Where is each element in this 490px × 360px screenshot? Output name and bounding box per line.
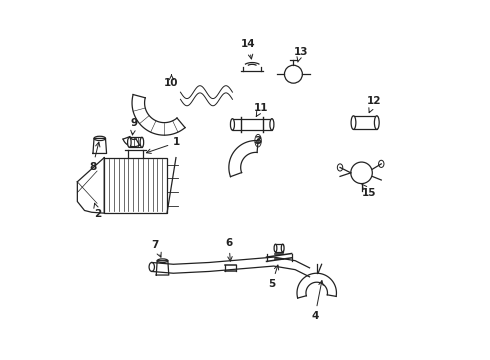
Text: 12: 12 <box>367 96 381 113</box>
Ellipse shape <box>281 244 284 252</box>
Text: 4: 4 <box>311 280 323 321</box>
Text: 1: 1 <box>147 138 180 153</box>
Text: 15: 15 <box>362 184 376 198</box>
Text: 2: 2 <box>94 203 101 219</box>
Ellipse shape <box>270 119 274 130</box>
Text: 7: 7 <box>152 239 161 257</box>
Bar <box>275 244 283 252</box>
Ellipse shape <box>374 116 379 130</box>
Bar <box>353 116 377 130</box>
Ellipse shape <box>140 137 144 147</box>
Text: 11: 11 <box>254 103 269 116</box>
Ellipse shape <box>230 119 234 130</box>
Bar <box>104 158 167 213</box>
Ellipse shape <box>274 244 277 252</box>
Ellipse shape <box>127 137 131 147</box>
Text: 9: 9 <box>130 118 137 135</box>
Text: 13: 13 <box>294 46 308 62</box>
Text: 14: 14 <box>241 40 256 59</box>
Text: 8: 8 <box>89 142 100 172</box>
Text: 3: 3 <box>254 136 261 146</box>
Bar <box>232 119 272 130</box>
Text: 6: 6 <box>225 238 232 261</box>
Text: 10: 10 <box>164 75 179 88</box>
Ellipse shape <box>351 116 356 130</box>
Bar <box>129 137 142 147</box>
Text: 5: 5 <box>268 265 279 289</box>
